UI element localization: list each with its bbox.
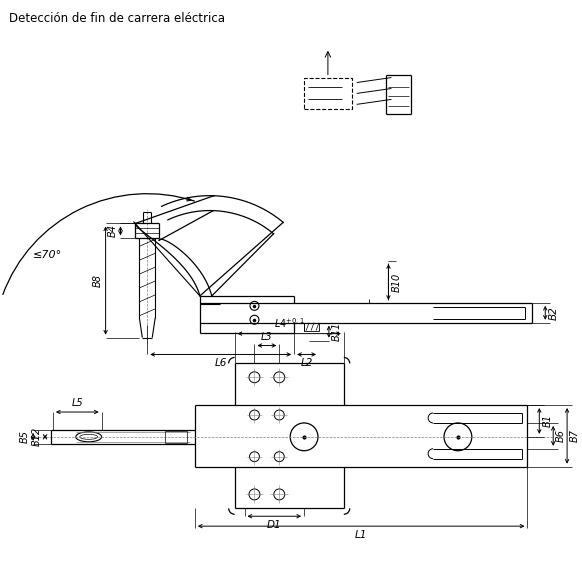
Bar bbox=[304, 78, 352, 109]
Text: L2: L2 bbox=[300, 358, 313, 369]
Text: $L4^{+0,1}$: $L4^{+0,1}$ bbox=[274, 316, 304, 329]
Text: L1: L1 bbox=[355, 530, 367, 540]
Bar bbox=[304, 323, 319, 331]
Text: B10: B10 bbox=[392, 273, 402, 291]
Text: L5: L5 bbox=[72, 398, 83, 408]
Text: D1: D1 bbox=[267, 520, 282, 530]
Text: B12: B12 bbox=[32, 427, 42, 446]
Text: L3: L3 bbox=[261, 332, 273, 341]
Text: B1: B1 bbox=[542, 415, 552, 428]
Text: Detección de fin de carrera eléctrica: Detección de fin de carrera eléctrica bbox=[9, 12, 225, 25]
Text: B8: B8 bbox=[93, 274, 102, 287]
Text: B11: B11 bbox=[332, 322, 342, 341]
Text: B2: B2 bbox=[548, 306, 558, 320]
Text: B6: B6 bbox=[556, 429, 566, 442]
Text: B4: B4 bbox=[108, 224, 118, 237]
Text: B5: B5 bbox=[20, 431, 30, 444]
Text: B7: B7 bbox=[570, 429, 580, 442]
Text: ≤70°: ≤70° bbox=[33, 250, 62, 260]
Text: L6: L6 bbox=[215, 358, 227, 369]
